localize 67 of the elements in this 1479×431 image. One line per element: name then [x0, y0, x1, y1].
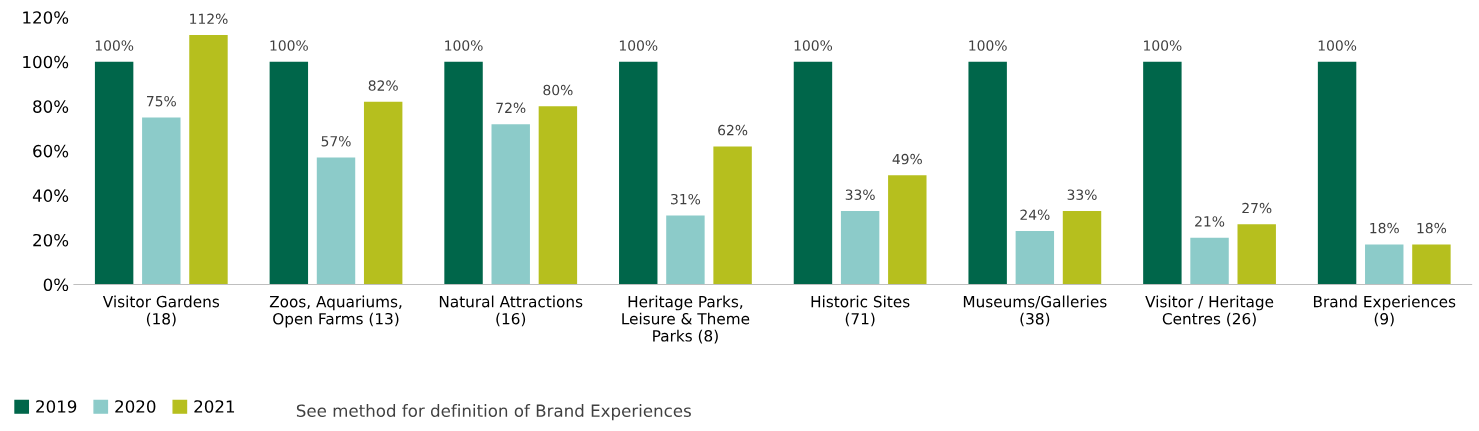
bar: [793, 61, 833, 285]
data-label: 82%: [368, 80, 398, 91]
data-label: 18%: [1417, 222, 1447, 234]
x-tick-label: Historic Sites (71): [811, 295, 910, 327]
data-label: 100%: [794, 40, 833, 51]
y-tick-label: 120%: [23, 11, 69, 24]
data-label: 100%: [95, 40, 134, 51]
y-tick-label: 80%: [33, 100, 69, 113]
y-tick-label: 20%: [33, 233, 69, 247]
data-label: 100%: [445, 40, 483, 51]
bar: [1237, 224, 1276, 285]
data-label: 100%: [1144, 40, 1182, 51]
x-tick-label: Museums/Galleries (38): [963, 295, 1107, 327]
y-tick-label: 60%: [33, 144, 69, 158]
data-label: 49%: [892, 153, 922, 165]
data-label: 33%: [1067, 189, 1097, 200]
text: See method for definition of Brand Experiences: [296, 404, 691, 421]
bar: [269, 61, 309, 285]
bar: [189, 35, 228, 285]
data-label: 31%: [671, 193, 701, 205]
x-tick-label: Natural Attractions (16): [439, 295, 583, 327]
data-label: 21%: [1195, 216, 1225, 227]
bar: [1062, 210, 1102, 285]
bar: [888, 175, 927, 285]
bar: [1317, 61, 1357, 285]
data-label: 80%: [543, 84, 573, 96]
x-tick-label: Brand Experiences (9): [1313, 295, 1456, 327]
data-label: 27%: [1242, 202, 1272, 214]
y-tick-label: 0%: [43, 278, 69, 292]
data-label: 57%: [321, 136, 351, 147]
bar: [491, 124, 530, 285]
bar: [316, 157, 356, 285]
bar: [1412, 244, 1451, 285]
data-label: 62%: [718, 124, 748, 136]
data-label: 24%: [1020, 209, 1050, 220]
bar: [840, 210, 880, 285]
x-tick-label: Visitor / Heritage Centres (26): [1145, 295, 1274, 327]
bar: [1190, 237, 1229, 285]
data-label: 75%: [147, 95, 176, 107]
bar: [538, 106, 578, 285]
legend-label: 2019: [36, 400, 77, 413]
bar: [142, 117, 181, 285]
bar: [444, 61, 483, 285]
x-tick-label: Visitor Gardens (18): [102, 295, 220, 327]
data-label: 100%: [619, 40, 658, 51]
x-tick-label: Zoos, Aquariums, Open Farms (13): [269, 295, 402, 328]
data-label: 72%: [496, 102, 526, 114]
legend-label: 2021: [194, 400, 235, 413]
data-label: 33%: [845, 189, 875, 200]
bar: [713, 146, 752, 285]
bar: [1143, 61, 1182, 285]
bar: [363, 101, 403, 285]
bar: [1015, 231, 1055, 285]
data-label: 112%: [190, 13, 228, 25]
bar: [1365, 244, 1404, 285]
y-tick-label: 40%: [32, 189, 69, 202]
data-label: 100%: [969, 40, 1007, 51]
data-label: 100%: [1318, 40, 1357, 51]
data-label: 18%: [1370, 222, 1399, 234]
legend-label: 2020: [115, 400, 156, 413]
data-label: 100%: [270, 40, 308, 51]
bar: [94, 61, 134, 285]
bar: [968, 61, 1007, 285]
y-tick-label: 100%: [23, 55, 69, 69]
x-tick-label: Heritage Parks, Leisure & Theme Parks (8): [622, 295, 750, 344]
bar: [666, 215, 705, 285]
bar: [619, 61, 658, 285]
